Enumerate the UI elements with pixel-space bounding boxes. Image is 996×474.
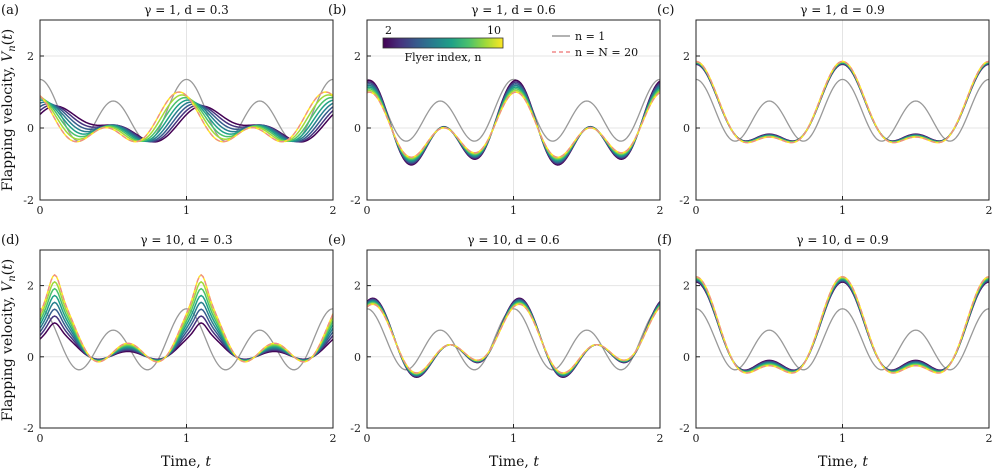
colorbar-max-label: 10 [487, 24, 501, 37]
panel-title: γ = 10, d = 0.9 [796, 233, 888, 247]
tick-label-x: 2 [330, 204, 337, 217]
tick-label-x: 0 [364, 204, 371, 217]
tick-label-x: 0 [693, 204, 700, 217]
colorbar-min-label: 2 [385, 24, 392, 37]
panel-label: (c) [657, 3, 674, 18]
tick-label-y: -2 [350, 422, 361, 435]
colorbar-title: Flyer index, n [404, 51, 481, 64]
x-axis-label: Time, t [818, 454, 868, 470]
series-n-last [40, 274, 333, 363]
series-flyer-6 [40, 99, 333, 142]
panel-label: (b) [328, 3, 346, 18]
series-n-last [696, 276, 989, 374]
tick-label-x: 2 [330, 432, 337, 445]
x-axis-label: Time, t [489, 454, 539, 470]
panel-title: γ = 10, d = 0.6 [467, 233, 559, 247]
legend-label-last: n = N = 20 [575, 46, 638, 59]
tick-label-y: 2 [354, 50, 361, 63]
tick-label-y: 2 [27, 280, 34, 293]
tick-label-x: 2 [657, 432, 664, 445]
tick-label-y: 0 [354, 351, 361, 364]
tick-label-x: 1 [839, 204, 846, 217]
legend-label-n1: n = 1 [575, 30, 605, 43]
tick-label-x: 0 [693, 432, 700, 445]
series-n-last [696, 60, 989, 144]
legend: n = 1 n = N = 20 [552, 30, 638, 59]
series-n1 [367, 78, 660, 142]
tick-label-y: 2 [683, 280, 690, 293]
series-n1 [696, 78, 989, 142]
tick-label-y: 2 [354, 280, 361, 293]
tick-label-y: 0 [683, 122, 690, 135]
tick-label-x: 1 [510, 432, 517, 445]
panel-title: γ = 1, d = 0.3 [144, 3, 229, 17]
tick-label-y: -2 [350, 194, 361, 207]
tick-label-y: 0 [354, 122, 361, 135]
panel-label: (a) [1, 3, 19, 18]
tick-label-y: -2 [23, 194, 34, 207]
series-flyer-3 [40, 104, 333, 143]
tick-label-y: 2 [683, 50, 690, 63]
series-group [367, 78, 660, 166]
series-group [696, 275, 989, 374]
tick-label-y: 0 [27, 122, 34, 135]
tick-label-x: 0 [37, 204, 44, 217]
panel-label: (d) [1, 233, 19, 248]
tick-label-x: 1 [183, 432, 190, 445]
tick-label-y: 0 [683, 351, 690, 364]
colorbar: 2 10 Flyer index, n [382, 24, 504, 64]
series-group [40, 78, 333, 143]
series-n1 [696, 308, 989, 371]
series-flyer-5 [40, 101, 333, 143]
tick-label-x: 2 [986, 204, 993, 217]
series-n1 [367, 308, 660, 371]
tick-label-y: 2 [27, 50, 34, 63]
panel-title: γ = 10, d = 0.3 [140, 233, 232, 247]
panel-title: γ = 1, d = 0.9 [800, 3, 885, 17]
series-group [367, 297, 660, 378]
tick-label-x: 2 [657, 204, 664, 217]
annotation-group: Time, t Time, t Time, t Flapping velocity, … [0, 24, 868, 470]
tick-label-x: 1 [183, 204, 190, 217]
tick-label-y: -2 [23, 422, 34, 435]
series-flyer-4 [40, 102, 333, 143]
tick-label-x: 1 [510, 204, 517, 217]
series-n-last [367, 303, 660, 374]
series-n-last [40, 91, 333, 143]
y-axis-label: Flapping velocity, Vn(t) [0, 259, 18, 422]
panel-label: (f) [657, 233, 672, 248]
series-group [40, 273, 333, 371]
panel-title: γ = 1, d = 0.6 [471, 3, 556, 17]
tick-label-y: 0 [27, 351, 34, 364]
series-n-last [367, 91, 660, 158]
tick-label-y: -2 [679, 194, 690, 207]
y-axis-label: Flapping velocity, Vn(t) [0, 29, 18, 192]
series-group [696, 60, 989, 144]
tick-label-x: 1 [839, 432, 846, 445]
tick-label-x: 0 [37, 432, 44, 445]
tick-label-y: -2 [679, 422, 690, 435]
tick-label-x: 0 [364, 432, 371, 445]
series-n1 [40, 308, 333, 371]
x-axis-label: Time, t [161, 454, 211, 470]
colorbar-gradient [382, 37, 504, 49]
panel-label: (e) [328, 233, 346, 248]
tick-label-x: 2 [986, 432, 993, 445]
